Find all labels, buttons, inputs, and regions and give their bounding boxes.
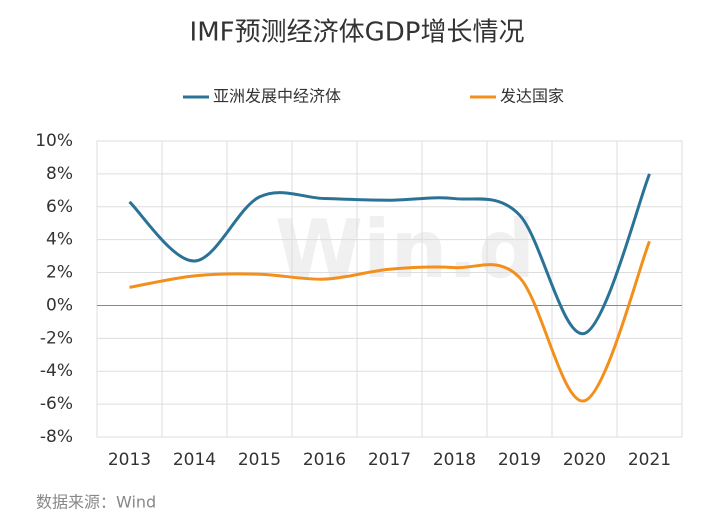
chart-title: IMF预测经济体GDP增长情况 <box>190 18 525 48</box>
y-tick-label: 0% <box>46 295 73 315</box>
x-tick-label: 2017 <box>368 450 411 470</box>
x-tick-label: 2016 <box>303 450 346 470</box>
y-tick-label: -4% <box>40 361 73 381</box>
watermark: Win.d <box>275 203 535 296</box>
y-tick-label: 10% <box>35 131 73 151</box>
x-tick-label: 2015 <box>238 450 281 470</box>
x-tick-label: 2018 <box>433 450 476 470</box>
y-tick-label: -2% <box>40 328 73 348</box>
y-tick-label: 4% <box>46 230 73 250</box>
y-tick-label: -8% <box>40 427 73 447</box>
x-tick-label: 2020 <box>563 450 606 470</box>
x-tick-label: 2019 <box>498 450 541 470</box>
source: 数据来源：Wind <box>36 493 156 512</box>
y-tick-label: 6% <box>46 197 73 217</box>
x-tick-label: 2013 <box>108 450 151 470</box>
x-tick-label: 2021 <box>628 450 671 470</box>
legend-label: 亚洲发展中经济体 <box>213 87 341 106</box>
y-tick-label: 8% <box>46 164 73 184</box>
y-tick-label: -6% <box>40 394 73 414</box>
x-tick-label: 2014 <box>173 450 216 470</box>
series-line <box>128 173 651 335</box>
legend-label: 发达国家 <box>500 87 564 106</box>
series-line <box>129 240 651 403</box>
y-tick-label: 2% <box>46 263 73 283</box>
